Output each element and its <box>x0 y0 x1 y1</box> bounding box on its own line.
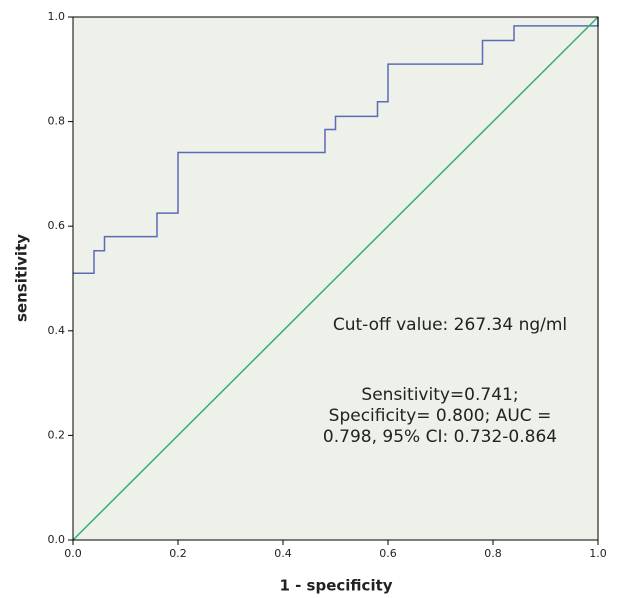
plot-frame <box>72 16 599 541</box>
annotation: Sensitivity=0.741; <box>361 385 518 405</box>
x-tick-label: 0.4 <box>274 547 292 560</box>
series-line <box>73 17 599 275</box>
x-tick-label: 0.0 <box>64 547 82 560</box>
annotation: Specificity= 0.800; AUC = <box>329 406 552 426</box>
y-tick-label: 0.8 <box>48 115 66 128</box>
y-tick-label: 0.6 <box>48 219 66 232</box>
y-tick-label: 0.4 <box>48 324 66 337</box>
x-axis-label: 1 - specificity <box>279 577 392 595</box>
y-tick-label: 0.2 <box>48 428 66 441</box>
x-tick-label: 0.2 <box>169 547 187 560</box>
annotation: 0.798, 95% CI: 0.732-0.864 <box>323 427 557 447</box>
y-tick-label: 1.0 <box>48 10 66 23</box>
x-tick-label: 0.8 <box>484 547 502 560</box>
y-axis-label: sensitivity <box>13 234 31 322</box>
annotation: Cut-off value: 267.34 ng/ml <box>333 315 567 335</box>
series-line <box>72 16 599 541</box>
x-tick-label: 1.0 <box>589 547 607 560</box>
y-tick-label: 0.0 <box>48 533 66 546</box>
x-tick-label: 0.6 <box>379 547 397 560</box>
